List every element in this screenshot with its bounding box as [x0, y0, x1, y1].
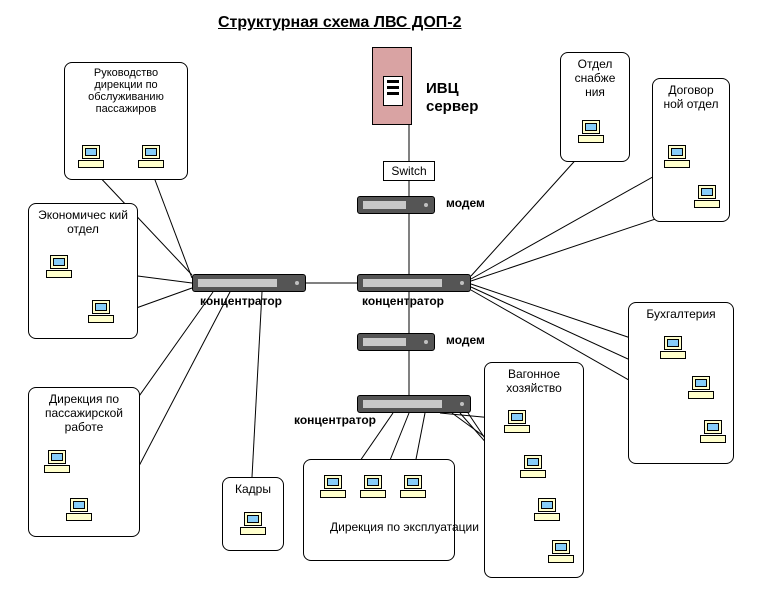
box-contracts-label: Договор ной отдел: [657, 83, 725, 111]
pc-icon: [578, 120, 604, 148]
pc-icon: [360, 475, 386, 503]
hub-right-label: концентратор: [362, 294, 444, 308]
modem-top-label: модем: [446, 196, 485, 210]
pc-icon: [320, 475, 346, 503]
server-label-1: ИВЦ: [426, 80, 459, 97]
box-accounting-label: Бухгалтерия: [633, 307, 729, 321]
pc-icon: [400, 475, 426, 503]
pc-icon: [694, 185, 720, 213]
server-label: ИВЦ сервер: [426, 80, 478, 116]
pc-icon: [520, 455, 546, 483]
pc-icon: [46, 255, 72, 283]
pc-icon: [88, 300, 114, 328]
hub-right-icon: [357, 274, 471, 292]
pc-icon: [534, 498, 560, 526]
modem-bottom-label: модем: [446, 333, 485, 347]
modem-bottom-icon: [357, 333, 435, 351]
pc-icon: [548, 540, 574, 568]
pc-icon: [138, 145, 164, 173]
box-supply-label: Отдел снабже ния: [565, 57, 625, 99]
box-exploitation-label: Дирекция по эксплуатации: [330, 520, 430, 534]
pc-icon: [44, 450, 70, 478]
box-wagon-label: Вагонное хозяйство: [489, 367, 579, 395]
box-management-label: Руководство дирекции по обслуживанию пас…: [69, 67, 183, 115]
box-economics-label: Экономичес кий отдел: [33, 208, 133, 236]
pc-icon: [700, 420, 726, 448]
pc-icon: [66, 498, 92, 526]
pc-icon: [78, 145, 104, 173]
box-passenger-dir-label: Дирекция по пассажирской работе: [33, 392, 135, 434]
hub-bottom-icon: [357, 395, 471, 413]
switch-box: Switch: [383, 161, 435, 181]
pc-icon: [504, 410, 530, 438]
pc-icon: [660, 336, 686, 364]
hub-left-label: концентратор: [200, 294, 282, 308]
hub-bottom-label: концентратор: [294, 413, 376, 427]
box-economics: Экономичес кий отдел: [28, 203, 138, 339]
server-icon: [372, 47, 412, 125]
server-label-2: сервер: [426, 98, 478, 115]
pc-icon: [664, 145, 690, 173]
page-title: Структурная схема ЛВС ДОП-2: [218, 14, 461, 32]
pc-icon: [240, 512, 266, 540]
hub-left-icon: [192, 274, 306, 292]
box-hr-label: Кадры: [227, 482, 279, 496]
modem-top-icon: [357, 196, 435, 214]
pc-icon: [688, 376, 714, 404]
